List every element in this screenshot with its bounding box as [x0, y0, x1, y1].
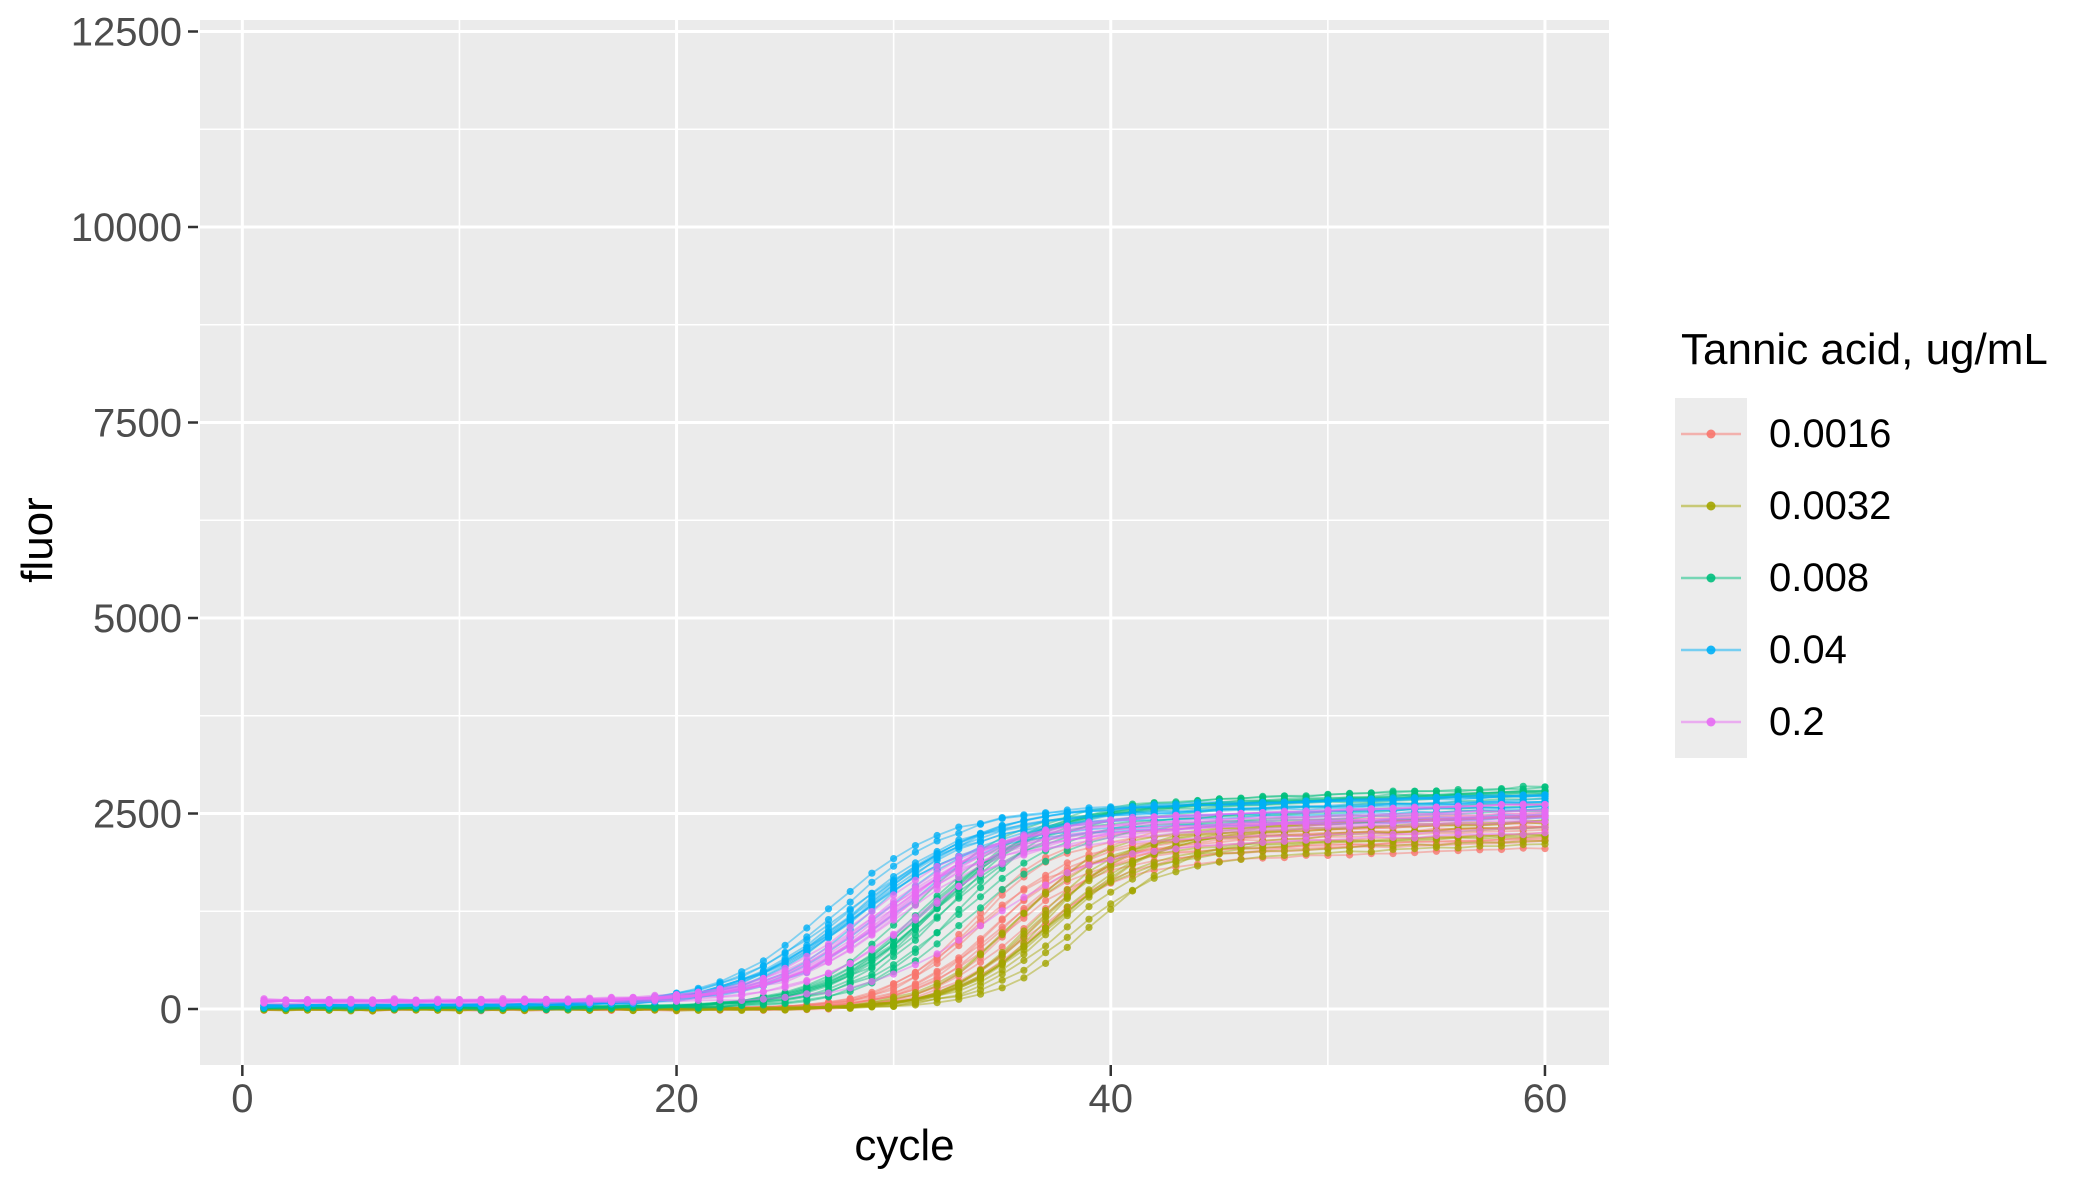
legend-entry-label: 0.008: [1769, 555, 1870, 600]
x-tick-label: 0: [231, 1077, 253, 1121]
legend-title: Tannic acid, ug/mL: [1681, 325, 2048, 374]
minor-gridlines: [200, 20, 1609, 1065]
legend-entry-label: 0.2: [1769, 699, 1825, 744]
legend-entry-0.2: 0.2: [1675, 686, 1891, 758]
axis-tick-marks: [188, 30, 1547, 1076]
legend-key-swatch: [1675, 686, 1747, 758]
series-lines-0.04: [263, 793, 1546, 1010]
legend-entry-label: 0.0016: [1769, 411, 1892, 456]
x-axis-title: cycle: [854, 1121, 955, 1170]
y-tick-label: 7500: [93, 402, 182, 446]
legend-key-point: [1706, 717, 1716, 727]
legend-entry-0.0016: 0.0016: [1675, 398, 1891, 470]
legend-entry-label: 0.0032: [1769, 483, 1892, 528]
legend-key-swatch: [1675, 470, 1747, 542]
y-tick-label: 2500: [93, 793, 182, 837]
x-axis-tick-labels: 0 20 40 60: [231, 1077, 1567, 1121]
y-axis-title: fluor: [13, 497, 62, 583]
y-tick-label: 0: [160, 988, 182, 1032]
y-tick-label: 12500: [71, 10, 182, 54]
series-lines-0.2: [263, 803, 1546, 1005]
series-lines-layer: [263, 785, 1546, 1012]
x-tick-label: 60: [1523, 1077, 1568, 1121]
x-tick-label: 20: [654, 1077, 699, 1121]
legend-key-point: [1706, 573, 1716, 583]
legend-key-point: [1706, 501, 1716, 511]
series-lines-0.0032: [263, 815, 1546, 1012]
series-points-0.2: [260, 800, 1549, 1008]
legend-entry-label: 0.04: [1769, 627, 1847, 672]
legend-entry-0.008: 0.008: [1675, 542, 1891, 614]
series-lines-0.008: [263, 785, 1546, 1012]
plot-panel: [200, 20, 1609, 1065]
legend-key-point: [1706, 645, 1716, 655]
x-tick-label: 40: [1088, 1077, 1133, 1121]
legend-key-swatch: [1675, 614, 1747, 686]
legend-entry-0.0032: 0.0032: [1675, 470, 1891, 542]
legend-entries: 0.0016 0.0032 0.008 0.04 0.2: [1675, 398, 1891, 758]
legend-key-swatch: [1675, 398, 1747, 470]
series-points-layer: [260, 782, 1549, 1015]
y-tick-label: 5000: [93, 597, 182, 641]
legend-entry-0.04: 0.04: [1675, 614, 1891, 686]
y-tick-label: 10000: [71, 206, 182, 250]
y-axis-tick-labels: 0 2500 5000 7500 10000 12500: [71, 10, 182, 1032]
legend-key-point: [1706, 429, 1716, 439]
legend-key-swatch: [1675, 542, 1747, 614]
series-lines-0.0016: [263, 812, 1546, 1012]
